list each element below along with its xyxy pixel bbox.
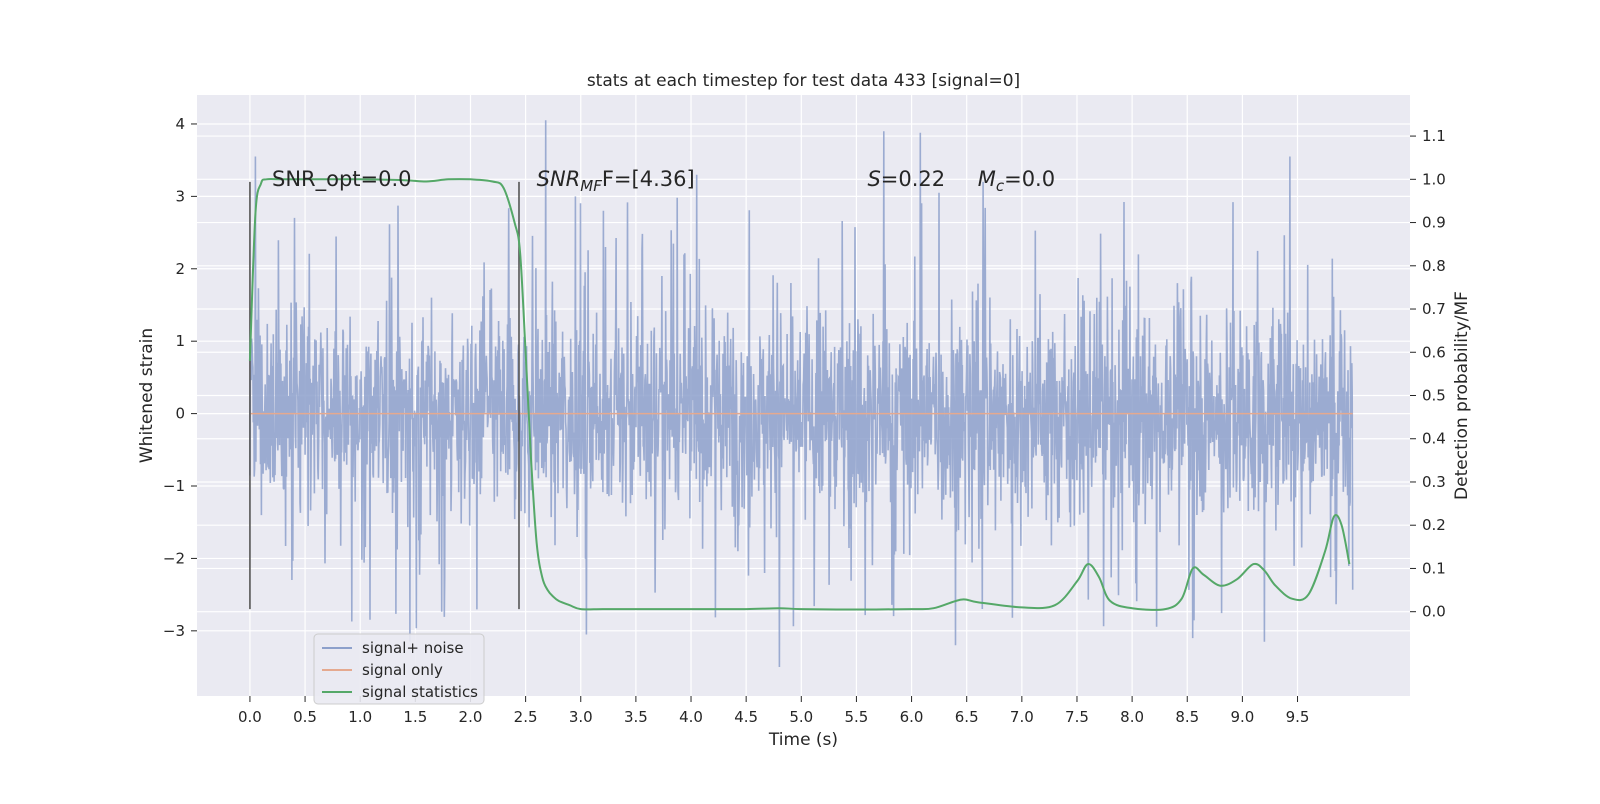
x-tick-label: 5.5 <box>845 708 869 726</box>
legend-label: signal only <box>362 661 443 679</box>
annotation-symbol: SNR <box>537 167 581 191</box>
annotation-value: F=[4.36] <box>602 167 695 191</box>
y-axis-label: Whitened strain <box>137 328 157 463</box>
y-tick-label: −3 <box>163 622 185 640</box>
x-tick-label: 8.0 <box>1120 708 1144 726</box>
y2-tick-label: 0.3 <box>1422 473 1446 491</box>
x-tick-label: 5.0 <box>789 708 813 726</box>
x-tick-label: 0.0 <box>238 708 262 726</box>
y2-tick-label: 0.9 <box>1422 214 1446 232</box>
series-signal-noise-line <box>249 120 1354 668</box>
annotation-text: SNR_opt=0.0 <box>272 167 412 192</box>
x-tick-label: 1.5 <box>403 708 427 726</box>
x-tick-label: 1.0 <box>348 708 372 726</box>
x-tick-label: 7.5 <box>1065 708 1089 726</box>
x-tick-label: 9.0 <box>1230 708 1254 726</box>
annotation-subscript: c <box>996 177 1005 195</box>
y2-tick-label: 0.6 <box>1422 343 1446 361</box>
chart-title: stats at each timestep for test data 433… <box>587 71 1020 91</box>
y2-tick-label: 0.2 <box>1422 516 1446 534</box>
data-traces <box>248 120 1354 668</box>
x-tick-label: 7.0 <box>1010 708 1034 726</box>
x-tick-label: 2.5 <box>514 708 538 726</box>
y-tick-label: 1 <box>175 332 185 350</box>
y2-tick-label: 0.0 <box>1422 603 1446 621</box>
series-signal-statistics-line <box>248 177 1351 611</box>
x-tick-label: 4.0 <box>679 708 703 726</box>
y2-tick-label: 0.7 <box>1422 300 1446 318</box>
y-tick-label: −2 <box>163 549 185 567</box>
annotation-subscript: MF <box>580 177 602 195</box>
x-tick-label: 3.0 <box>569 708 593 726</box>
axes: 0.0 0.5 1.0 1.5 2.0 2.5 3.0 3.5 4.0 4.5 5.0 5.5 6.0 6… <box>163 115 1446 726</box>
annotation-text: SNRMFF=[4.36] <box>537 167 695 195</box>
x-tick-label: 4.5 <box>734 708 758 726</box>
y2-tick-label: 1.0 <box>1422 170 1446 188</box>
x-tick-label: 8.5 <box>1175 708 1199 726</box>
x-tick-label: 2.0 <box>459 708 483 726</box>
y2-axis-label: Detection probability/MF <box>1452 291 1472 500</box>
x-tick-label: 6.0 <box>900 708 924 726</box>
y-tick-label: 3 <box>175 187 185 205</box>
x-tick-label: 9.5 <box>1286 708 1310 726</box>
y-tick-label: 4 <box>175 115 185 133</box>
annotation-value: =0.22 <box>881 167 945 191</box>
x-axis-label: Time (s) <box>768 730 838 750</box>
annotation-text: Mc=0.0 <box>978 167 1055 195</box>
y2-tick-label: 0.4 <box>1422 430 1446 448</box>
x-tick-label: 0.5 <box>293 708 317 726</box>
annotation-symbol: M <box>978 167 996 191</box>
y2-tick-label: 1.1 <box>1422 127 1446 145</box>
x-tick-label: 3.5 <box>624 708 648 726</box>
y2-tick-label: 0.5 <box>1422 387 1446 405</box>
legend-label: signal statistics <box>362 683 478 701</box>
y2-tick-label: 0.8 <box>1422 257 1446 275</box>
annotation-text: S=0.22 <box>867 167 945 191</box>
legend: signal+ noise signal only signal statistic… <box>313 633 485 705</box>
legend-box <box>313 633 485 705</box>
annotation-symbol: S <box>867 167 880 191</box>
annotations: SNR_opt=0.0 SNRMFF=[4.36] S=0.22 Mc=0.0 <box>272 167 1055 195</box>
y2-tick-label: 0.1 <box>1422 559 1446 577</box>
legend-label: signal+ noise <box>362 639 464 657</box>
x-tick-label: 6.5 <box>955 708 979 726</box>
y-tick-label: 0 <box>175 405 185 423</box>
y-tick-label: −1 <box>163 477 185 495</box>
y-tick-label: 2 <box>175 260 185 278</box>
annotation-value: =0.0 <box>1004 167 1055 191</box>
